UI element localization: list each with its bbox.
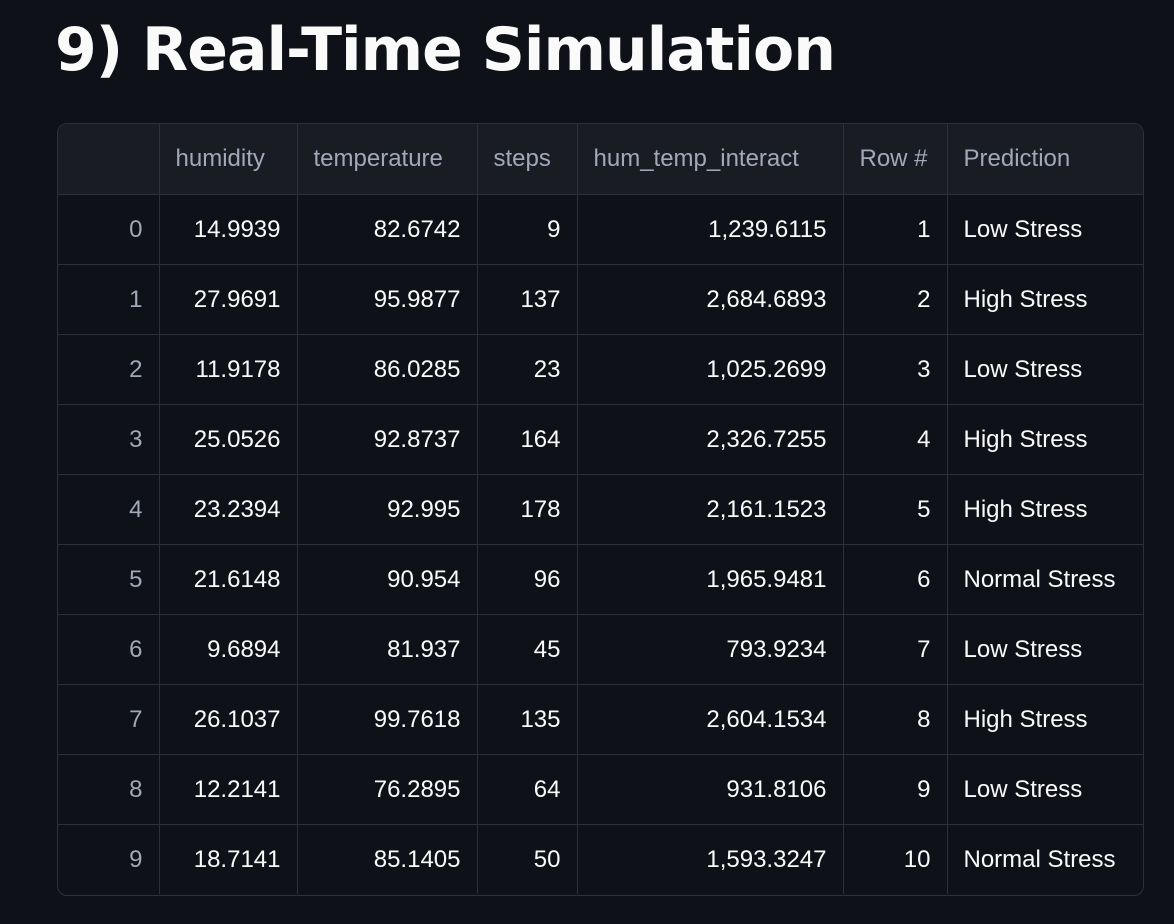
hum-temp-interact-cell[interactable]: 1,593.3247 xyxy=(577,824,844,894)
prediction-cell[interactable]: Low Stress xyxy=(947,194,1143,265)
steps-cell[interactable]: 178 xyxy=(477,474,578,545)
temperature-cell[interactable]: 81.937 xyxy=(297,614,478,685)
steps-cell[interactable]: 9 xyxy=(477,194,578,265)
steps-cell[interactable]: 135 xyxy=(477,684,578,755)
temperature-cell[interactable]: 76.2895 xyxy=(297,754,478,825)
row-index-cell[interactable]: 9 xyxy=(58,824,160,894)
prediction-cell[interactable]: Low Stress xyxy=(947,754,1143,825)
hum-temp-interact-cell[interactable]: 1,025.2699 xyxy=(577,334,844,405)
humidity-cell[interactable]: 14.9939 xyxy=(159,194,298,265)
prediction-cell[interactable]: High Stress xyxy=(947,684,1143,755)
row-index-cell[interactable]: 1 xyxy=(58,264,160,335)
humidity-cell[interactable]: 27.9691 xyxy=(159,264,298,335)
table-row[interactable]: 5 21.6148 90.954 96 1,965.9481 6 Normal Stress xyxy=(58,544,1143,615)
hum-temp-interact-cell[interactable]: 793.9234 xyxy=(577,614,844,685)
humidity-cell[interactable]: 21.6148 xyxy=(159,544,298,615)
table-row[interactable]: 1 27.9691 95.9877 137 2,684.6893 2 High Stress xyxy=(58,264,1143,335)
steps-cell[interactable]: 64 xyxy=(477,754,578,825)
header-row: humidity temperature steps hum_temp_inte… xyxy=(58,124,1143,195)
steps-cell[interactable]: 45 xyxy=(477,614,578,685)
temperature-cell[interactable]: 86.0285 xyxy=(297,334,478,405)
row-index-cell[interactable]: 7 xyxy=(58,684,160,755)
temperature-cell[interactable]: 85.1405 xyxy=(297,824,478,894)
row-number-cell[interactable]: 3 xyxy=(843,334,948,405)
hum-temp-interact-cell[interactable]: 931.8106 xyxy=(577,754,844,825)
temperature-cell[interactable]: 99.7618 xyxy=(297,684,478,755)
table-row[interactable]: 8 12.2141 76.2895 64 931.8106 9 Low Stress xyxy=(58,754,1143,825)
row-number-cell[interactable]: 7 xyxy=(843,614,948,685)
humidity-cell[interactable]: 26.1037 xyxy=(159,684,298,755)
column-header-steps[interactable]: steps xyxy=(477,124,578,195)
prediction-cell[interactable]: Low Stress xyxy=(947,334,1143,405)
row-number-cell[interactable]: 1 xyxy=(843,194,948,265)
hum-temp-interact-cell[interactable]: 2,684.6893 xyxy=(577,264,844,335)
hum-temp-interact-cell[interactable]: 1,965.9481 xyxy=(577,544,844,615)
prediction-cell[interactable]: Normal Stress xyxy=(963,845,1116,873)
humidity-cell[interactable]: 25.0526 xyxy=(159,404,298,475)
row-number-cell[interactable]: 6 xyxy=(843,544,948,615)
humidity-cell[interactable]: 11.9178 xyxy=(159,334,298,405)
row-index-cell[interactable]: 4 xyxy=(58,474,160,545)
page-title: 9) Real-Time Simulation xyxy=(55,15,836,85)
row-index-cell[interactable]: 5 xyxy=(58,544,160,615)
prediction-cell[interactable]: Low Stress xyxy=(947,614,1143,685)
hum-temp-interact-cell[interactable]: 2,326.7255 xyxy=(577,404,844,475)
temperature-cell[interactable]: 95.9877 xyxy=(297,264,478,335)
row-index-cell[interactable]: 8 xyxy=(58,754,160,825)
steps-cell[interactable]: 50 xyxy=(477,824,578,894)
steps-cell[interactable]: 164 xyxy=(477,404,578,475)
data-table-container[interactable]: humidity temperature steps hum_temp_inte… xyxy=(57,123,1144,896)
row-number-cell[interactable]: 9 xyxy=(843,754,948,825)
row-number-cell[interactable]: 4 xyxy=(843,404,948,475)
humidity-cell[interactable]: 18.7141 xyxy=(159,824,298,894)
prediction-cell[interactable]: High Stress xyxy=(947,264,1143,335)
prediction-cell[interactable]: High Stress xyxy=(947,404,1143,475)
table-row[interactable]: 7 26.1037 99.7618 135 2,604.1534 8 High Stress xyxy=(58,684,1143,755)
prediction-cell[interactable]: Normal Stress xyxy=(947,544,1143,615)
hum-temp-interact-cell[interactable]: 2,161.1523 xyxy=(577,474,844,545)
steps-cell[interactable]: 137 xyxy=(477,264,578,335)
table-row[interactable]: 6 9.6894 81.937 45 793.9234 7 Low Stress xyxy=(58,614,1143,685)
table-row[interactable]: 2 11.9178 86.0285 23 1,025.2699 3 Low Stress xyxy=(58,334,1143,405)
simulation-table[interactable]: humidity temperature steps hum_temp_inte… xyxy=(58,124,1143,894)
column-header-hum-temp-interact[interactable]: hum_temp_interact xyxy=(577,124,844,195)
steps-cell[interactable]: 23 xyxy=(477,334,578,405)
humidity-cell[interactable]: 9.6894 xyxy=(159,614,298,685)
hum-temp-interact-cell[interactable]: 2,604.1534 xyxy=(577,684,844,755)
humidity-cell[interactable]: 12.2141 xyxy=(159,754,298,825)
row-index-cell[interactable]: 2 xyxy=(58,334,160,405)
temperature-cell[interactable]: 92.8737 xyxy=(297,404,478,475)
row-number-cell[interactable]: 5 xyxy=(843,474,948,545)
row-number-cell[interactable]: 2 xyxy=(843,264,948,335)
humidity-cell[interactable]: 23.2394 xyxy=(159,474,298,545)
column-header-prediction[interactable]: Prediction xyxy=(947,124,1143,195)
table-row[interactable]: 0 14.9939 82.6742 9 1,239.6115 1 Low Stress xyxy=(58,194,1143,265)
table-row[interactable]: 4 23.2394 92.995 178 2,161.1523 5 High Stress xyxy=(58,474,1143,545)
row-index-cell[interactable]: 0 xyxy=(58,194,160,265)
row-number-cell[interactable]: 10 xyxy=(843,824,948,894)
table-row[interactable]: 9 18.7141 85.1405 50 1,593.3247 10 Normal Stre… xyxy=(58,824,1143,894)
table-row[interactable]: 3 25.0526 92.8737 164 2,326.7255 4 High Stress xyxy=(58,404,1143,475)
column-header-row-number[interactable]: Row # xyxy=(843,124,948,195)
column-header-temperature[interactable]: temperature xyxy=(297,124,478,195)
hum-temp-interact-cell[interactable]: 1,239.6115 xyxy=(577,194,844,265)
prediction-cell[interactable]: High Stress xyxy=(947,474,1143,545)
temperature-cell[interactable]: 90.954 xyxy=(297,544,478,615)
table-header: humidity temperature steps hum_temp_inte… xyxy=(58,124,1143,195)
temperature-cell[interactable]: 82.6742 xyxy=(297,194,478,265)
temperature-cell[interactable]: 92.995 xyxy=(297,474,478,545)
steps-cell[interactable]: 96 xyxy=(477,544,578,615)
table-body: 0 14.9939 82.6742 9 1,239.6115 1 Low Stress 1 27… xyxy=(58,194,1143,894)
row-number-cell[interactable]: 8 xyxy=(843,684,948,755)
row-index-cell[interactable]: 3 xyxy=(58,404,160,475)
column-header-humidity[interactable]: humidity xyxy=(159,124,298,195)
column-header-index[interactable] xyxy=(58,124,160,195)
row-index-cell[interactable]: 6 xyxy=(58,614,160,685)
